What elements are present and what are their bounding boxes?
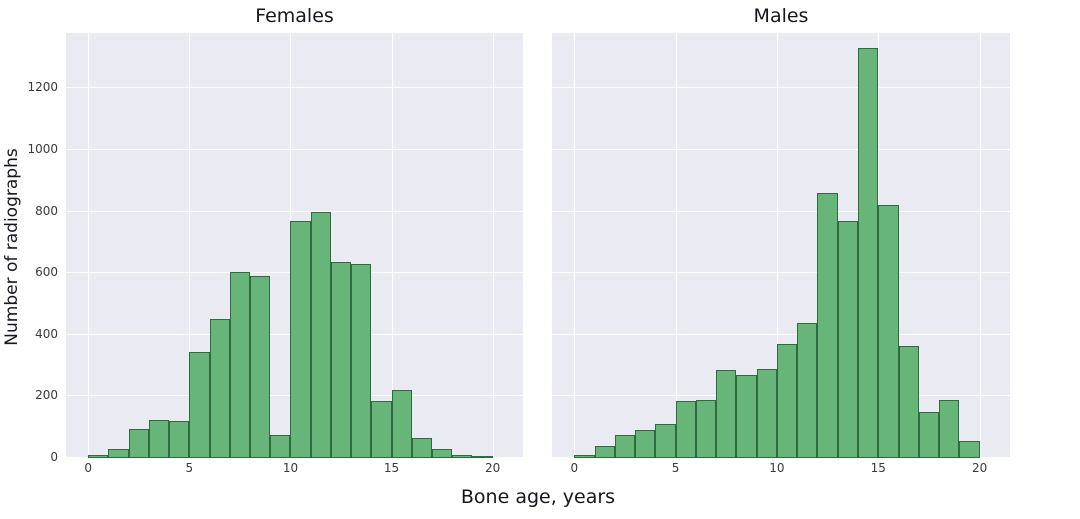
gridline-horizontal xyxy=(66,149,523,151)
gridline-horizontal xyxy=(552,272,1010,274)
panel-title-males: Males xyxy=(753,5,809,27)
x-tick-label: 20 xyxy=(485,461,501,475)
x-tick-label: 5 xyxy=(671,461,680,475)
histogram-bar xyxy=(128,428,149,458)
x-axis-label: Bone age, years xyxy=(460,486,616,508)
histogram-bar xyxy=(148,419,170,458)
histogram-bar xyxy=(351,263,372,458)
histogram-bar xyxy=(391,390,412,458)
histogram-bar xyxy=(472,456,493,458)
gridline-horizontal xyxy=(552,149,1010,151)
histogram-bar xyxy=(837,220,858,458)
histogram-bar xyxy=(594,445,615,458)
histogram-bar xyxy=(776,344,798,458)
histogram-bar xyxy=(797,322,818,458)
histogram-bar xyxy=(898,345,919,458)
y-tick-label: 0 xyxy=(50,450,58,464)
histogram-bar xyxy=(88,454,109,458)
x-tick-label: 0 xyxy=(570,461,579,475)
y-tick-label: 1000 xyxy=(27,142,58,157)
x-tick-label: 10 xyxy=(282,461,299,475)
histogram-bar xyxy=(250,276,271,458)
histogram-bar xyxy=(858,48,879,458)
gridline-vertical xyxy=(391,33,393,458)
histogram-bar xyxy=(169,421,190,458)
males-plot-area xyxy=(552,33,1010,458)
histogram-bar xyxy=(371,401,392,458)
histogram-bar xyxy=(959,441,980,458)
females-plot-area xyxy=(66,33,523,458)
histogram-bar xyxy=(878,205,899,458)
histogram-bar xyxy=(452,454,473,458)
histogram-bar xyxy=(756,368,777,458)
histogram-bar xyxy=(675,401,696,458)
histogram-bar xyxy=(189,351,210,458)
histogram-bar xyxy=(655,424,676,458)
females-x-tick-labels: 0 5 10 15 20 xyxy=(66,461,523,477)
gridline-vertical xyxy=(492,33,494,458)
histogram-bar xyxy=(310,211,331,458)
gridline-vertical xyxy=(574,33,576,458)
histogram-bar xyxy=(330,262,352,458)
y-tick-label: 600 xyxy=(35,265,58,280)
gridline-vertical xyxy=(979,33,981,458)
y-tick-label: 200 xyxy=(35,388,58,403)
x-tick-label: 0 xyxy=(84,461,93,475)
histogram-bar xyxy=(270,434,291,458)
panel-title-females: Females xyxy=(255,5,334,27)
y-tick-label: 1200 xyxy=(27,80,58,95)
gridline-horizontal xyxy=(66,87,523,89)
histogram-bar xyxy=(229,271,250,458)
y-tick-label: 400 xyxy=(35,326,58,341)
y-tick-labels: 0 200 400 600 800 1000 1200 xyxy=(0,33,58,464)
gridline-vertical xyxy=(88,33,90,458)
histogram-bar xyxy=(209,319,230,458)
x-tick-label: 5 xyxy=(185,461,194,475)
x-tick-label: 10 xyxy=(769,461,785,475)
histogram-bar xyxy=(817,193,838,458)
histogram-bar xyxy=(290,220,311,458)
gridline-horizontal xyxy=(552,210,1010,212)
histogram-bar xyxy=(411,437,432,458)
histogram-bar xyxy=(614,434,636,458)
gridline-horizontal xyxy=(66,210,523,212)
histogram-bar xyxy=(635,430,656,458)
histogram-bar xyxy=(918,411,940,458)
gridline-horizontal xyxy=(552,333,1010,335)
gridline-horizontal xyxy=(552,87,1010,89)
histogram-bar xyxy=(736,374,757,458)
histogram-bar xyxy=(108,448,129,458)
histogram-bar xyxy=(939,399,960,458)
x-tick-label: 20 xyxy=(971,461,988,475)
x-tick-label: 15 xyxy=(383,461,400,475)
histogram-bar xyxy=(695,399,717,458)
gridline-vertical xyxy=(189,33,191,458)
histogram-bar xyxy=(432,448,453,458)
y-tick-label: 800 xyxy=(35,203,58,218)
histogram-bar xyxy=(716,370,737,458)
gridline-vertical xyxy=(776,33,778,458)
x-tick-label: 15 xyxy=(870,461,886,475)
gridline-vertical xyxy=(675,33,677,458)
histogram-bar xyxy=(574,454,595,458)
males-x-tick-labels: 0 5 10 15 20 xyxy=(552,461,1010,477)
